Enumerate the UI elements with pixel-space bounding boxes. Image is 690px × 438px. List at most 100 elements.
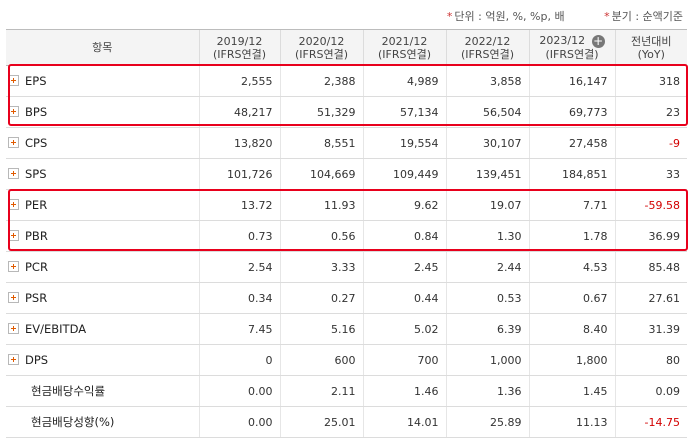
value-cell: 56,504 [445, 96, 529, 128]
value-cell: 0.84 [362, 220, 446, 252]
value-cell: 2,555 [198, 65, 280, 97]
row-label[interactable]: EPS [6, 65, 199, 97]
value-cell: 11.13 [528, 406, 615, 438]
value-cell: 2.11 [279, 375, 363, 407]
value-cell: 600 [279, 344, 363, 376]
yoy-cell: -9 [614, 127, 687, 159]
value-cell: 8,551 [279, 127, 363, 159]
row-label-text: CPS [25, 136, 48, 150]
expand-plus-icon[interactable] [8, 137, 19, 148]
yoy-cell: 36.99 [614, 220, 687, 252]
value-cell: 2.45 [362, 251, 446, 283]
yoy-cell: 23 [614, 96, 687, 128]
value-cell: 3,858 [445, 65, 529, 97]
value-cell: 48,217 [198, 96, 280, 128]
value-cell: 25.01 [279, 406, 363, 438]
value-cell: 0.00 [198, 406, 280, 438]
value-cell: 109,449 [362, 158, 446, 190]
expand-plus-icon[interactable] [8, 106, 19, 117]
value-cell: 19,554 [362, 127, 446, 159]
asterisk-icon: * [604, 10, 610, 23]
table-row: BPS 48,217 51,329 57,134 56,504 69,773 23 [6, 96, 687, 128]
value-cell: 7.45 [198, 313, 280, 345]
expand-plus-icon[interactable] [8, 168, 19, 179]
value-cell: 0.67 [528, 282, 615, 314]
value-cell: 0.27 [279, 282, 363, 314]
value-cell: 51,329 [279, 96, 363, 128]
yoy-cell: -14.75 [614, 406, 687, 438]
value-cell: 1,000 [445, 344, 529, 376]
row-label[interactable]: SPS [6, 158, 199, 190]
table-row: CPS 13,820 8,551 19,554 30,107 27,458 -9 [6, 127, 687, 159]
row-label[interactable]: PBR [6, 220, 199, 252]
row-label-text: DPS [25, 353, 49, 367]
yoy-cell: 33 [614, 158, 687, 190]
row-label-text: PSR [25, 291, 48, 305]
value-cell: 1.36 [445, 375, 529, 407]
table-row: DPS 0 600 700 1,000 1,800 80 [6, 344, 687, 376]
row-label[interactable]: PCR [6, 251, 199, 283]
expand-plus-icon[interactable] [8, 323, 19, 334]
row-label-text: PCR [25, 260, 48, 274]
value-cell: 139,451 [445, 158, 529, 190]
row-label-text: 현금배당수익률 [31, 384, 106, 398]
value-cell: 13,820 [198, 127, 280, 159]
expand-plus-icon[interactable] [8, 230, 19, 241]
value-cell: 6.39 [445, 313, 529, 345]
row-label[interactable]: PER [6, 189, 199, 221]
table-row: PER 13.72 11.93 9.62 19.07 7.71 -59.58 [6, 189, 687, 221]
value-cell: 69,773 [528, 96, 615, 128]
header-period: 2021/12 (IFRS연결) [362, 29, 446, 66]
value-cell: 19.07 [445, 189, 529, 221]
header-period: 2020/12 (IFRS연결) [279, 29, 363, 66]
value-cell: 0.34 [198, 282, 280, 314]
row-label: 현금배당수익률 [6, 375, 199, 407]
yoy-cell: 0.09 [614, 375, 687, 407]
value-cell: 4.53 [528, 251, 615, 283]
table-row: PBR 0.73 0.56 0.84 1.30 1.78 36.99 [6, 220, 687, 252]
value-cell: 4,989 [362, 65, 446, 97]
row-label[interactable]: EV/EBITDA [6, 313, 199, 345]
value-cell: 2.44 [445, 251, 529, 283]
row-label: 현금배당성향(%) [6, 406, 199, 438]
value-cell: 2.54 [198, 251, 280, 283]
financial-ratio-table: 항목 2019/12 (IFRS연결) 2020/12 (IFRS연결) 2021/… [6, 29, 687, 438]
add-column-icon[interactable]: + [591, 33, 605, 48]
row-label[interactable]: PSR [6, 282, 199, 314]
row-label[interactable]: BPS [6, 96, 199, 128]
value-cell: 8.40 [528, 313, 615, 345]
header-period: 2023/12 + (IFRS연결) [528, 29, 615, 66]
unit-note: * 단위 : 억원, %, %p, 배 [446, 10, 565, 23]
value-cell: 1.45 [528, 375, 615, 407]
table-row: 현금배당성향(%) 0.00 25.01 14.01 25.89 11.13 -14.75 [6, 406, 687, 438]
row-label[interactable]: DPS [6, 344, 199, 376]
yoy-cell: 27.61 [614, 282, 687, 314]
row-label[interactable]: CPS [6, 127, 199, 159]
value-cell: 0.56 [279, 220, 363, 252]
value-cell: 0.44 [362, 282, 446, 314]
value-cell: 0.53 [445, 282, 529, 314]
expand-plus-icon[interactable] [8, 292, 19, 303]
value-cell: 13.72 [198, 189, 280, 221]
expand-plus-icon[interactable] [8, 354, 19, 365]
table-row: EPS 2,555 2,388 4,989 3,858 16,147 318 [6, 65, 687, 97]
table-row: SPS 101,726 104,669 109,449 139,451 184,851 33 [6, 158, 687, 190]
row-label-text: 현금배당성향(%) [31, 415, 115, 429]
row-label-text: EV/EBITDA [25, 322, 87, 336]
value-cell: 25.89 [445, 406, 529, 438]
expand-plus-icon[interactable] [8, 75, 19, 86]
value-cell: 1.30 [445, 220, 529, 252]
value-cell: 1.46 [362, 375, 446, 407]
value-cell: 16,147 [528, 65, 615, 97]
table-body: EPS 2,555 2,388 4,989 3,858 16,147 318 BPS 48,21… [6, 65, 687, 438]
table-row: 현금배당수익률 0.00 2.11 1.46 1.36 1.45 0.09 [6, 375, 687, 407]
table-row: PCR 2.54 3.33 2.45 2.44 4.53 85.48 [6, 251, 687, 283]
yoy-cell: -59.58 [614, 189, 687, 221]
table-row: EV/EBITDA 7.45 5.16 5.02 6.39 8.40 31.39 [6, 313, 687, 345]
expand-plus-icon[interactable] [8, 199, 19, 210]
yoy-cell: 80 [614, 344, 687, 376]
table-row: PSR 0.34 0.27 0.44 0.53 0.67 27.61 [6, 282, 687, 314]
value-cell: 101,726 [198, 158, 280, 190]
expand-plus-icon[interactable] [8, 261, 19, 272]
value-cell: 1.78 [528, 220, 615, 252]
